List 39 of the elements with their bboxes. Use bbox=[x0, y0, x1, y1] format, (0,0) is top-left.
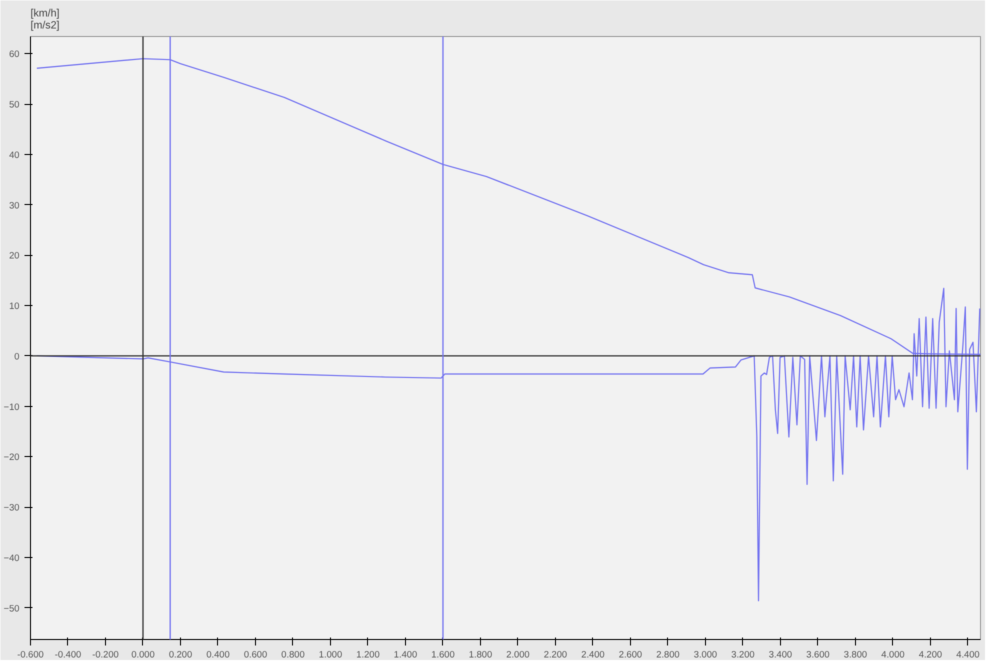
x-tick-label: 1.800 bbox=[468, 650, 492, 660]
x-tick-label: 0.000 bbox=[131, 650, 155, 660]
x-tick-label: 2.000 bbox=[506, 650, 530, 660]
y-tick-label: 50 bbox=[9, 100, 20, 110]
y-tick-label: 30 bbox=[9, 200, 20, 210]
x-tick-label: 3.800 bbox=[844, 650, 868, 660]
x-tick-label: 2.200 bbox=[544, 650, 568, 660]
x-tick-label: 1.200 bbox=[356, 650, 380, 660]
y-tick-label: −50 bbox=[4, 603, 20, 614]
x-tick-label: 3.200 bbox=[731, 650, 755, 660]
x-tick-label: 1.400 bbox=[394, 650, 418, 660]
x-tick-label: 0.800 bbox=[281, 650, 305, 660]
x-tick-label: -0.400 bbox=[54, 650, 82, 660]
y-tick-label: −10 bbox=[4, 402, 20, 412]
x-tick-label: -0.200 bbox=[92, 650, 119, 660]
x-tick-label: 0.200 bbox=[168, 650, 192, 660]
y-tick-label: 60 bbox=[9, 49, 20, 60]
x-tick-label: 0.400 bbox=[206, 650, 230, 660]
x-tick-label: 3.000 bbox=[694, 650, 718, 660]
y-tick-label: 20 bbox=[9, 250, 20, 261]
chart-title: [km/h] [m/s2] bbox=[30, 8, 60, 32]
x-tick-label: -0.600 bbox=[17, 650, 44, 660]
x-tick-label: 0.600 bbox=[244, 650, 268, 660]
x-tick-label: 4.200 bbox=[918, 650, 942, 660]
y-tick-label: 0 bbox=[14, 351, 20, 362]
y-tick-label: 10 bbox=[9, 301, 20, 312]
x-tick-label: 2.400 bbox=[581, 650, 605, 660]
x-tick-label: 2.800 bbox=[656, 650, 680, 660]
y-tick-label: −40 bbox=[4, 552, 20, 563]
y-tick-label: −30 bbox=[4, 502, 20, 513]
y-tick-label: −20 bbox=[4, 452, 20, 462]
x-tick-label: 2.600 bbox=[618, 650, 642, 660]
x-tick-label: 3.400 bbox=[768, 650, 792, 660]
x-tick-label: 1.000 bbox=[318, 650, 342, 660]
x-tick-label: 4.400 bbox=[956, 650, 980, 660]
y-tick-label: 40 bbox=[9, 150, 20, 160]
x-tick-label: 1.600 bbox=[431, 650, 455, 660]
x-tick-label: 4.000 bbox=[881, 650, 905, 660]
x-tick-label: 3.600 bbox=[806, 650, 830, 660]
